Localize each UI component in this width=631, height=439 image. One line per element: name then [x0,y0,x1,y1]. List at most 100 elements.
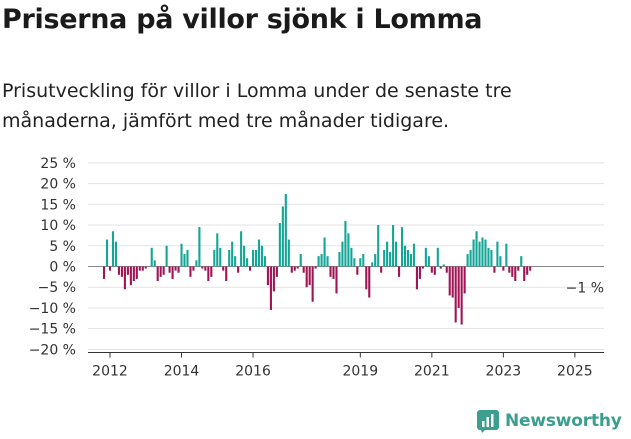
bar [129,266,132,286]
x-tick-label: 2012 [92,364,128,380]
bar [386,241,389,267]
newsworthy-chart-logo-icon [477,410,499,433]
bar [213,249,216,267]
bar [308,266,311,286]
bar [192,266,195,271]
bar [105,239,109,267]
y-tick-label: −15 % [29,322,76,338]
bar [204,266,207,271]
bar [448,266,451,296]
bar [406,249,410,267]
bar [499,256,502,267]
bar [389,251,392,267]
bar [222,266,225,271]
bar [442,264,445,267]
bar [400,227,404,267]
bar [284,193,287,267]
bar [296,266,299,269]
bar [299,254,302,267]
bar [415,266,418,290]
bar [511,266,514,277]
bar [439,266,442,269]
bar [493,266,496,273]
bar [180,243,183,267]
bar [132,266,135,282]
bar [219,247,222,267]
bar [162,266,165,275]
bar [466,254,469,267]
x-tick-label: 2023 [486,364,522,380]
last-value-annotation: −1 % [566,281,604,297]
bar [490,249,493,267]
bar [126,266,129,275]
bar [418,266,421,279]
bar [311,266,314,302]
bar [383,249,386,267]
bar [102,266,106,279]
x-axis: 2012 2014 2016 2019 2021 2023 2025 [88,352,604,380]
bar [171,266,174,279]
bar [314,266,317,269]
bar [529,266,532,271]
chart-subtitle: Prisutveckling för villor i Lomma under … [2,80,512,132]
bar [183,254,186,267]
bar [323,237,326,267]
chart-title: Priserna på villor sjönk i Lomma [2,4,483,35]
bar [240,231,243,267]
bar [496,241,499,267]
bar [302,266,305,273]
bar [257,239,261,267]
bar [457,266,460,308]
bar [168,266,171,273]
bar [153,260,156,267]
bar [278,222,281,267]
bar [338,251,341,267]
bar [210,266,213,277]
bar [329,266,332,277]
bar [293,266,296,271]
y-tick-label: 20 % [40,177,76,193]
bar [460,266,463,325]
bar [320,254,323,267]
bar [207,266,210,282]
bar [281,206,284,267]
brand-logo: Newsworthy [476,409,622,433]
bar [359,258,362,267]
bar [472,239,475,267]
bar [353,258,356,267]
bar [517,266,520,271]
bar [403,245,407,267]
bar [341,241,344,267]
bar [454,266,457,323]
bar [526,266,529,275]
bar [198,227,201,267]
bar [398,266,401,277]
y-tick-label: 0 % [49,260,76,276]
y-tick-label: −20 % [29,342,76,358]
bar [344,220,347,267]
bar [165,245,168,267]
bar [287,239,290,267]
y-tick-label: 25 % [40,156,76,172]
bar [114,241,118,267]
bar [305,266,308,288]
bar [445,266,448,273]
bar [177,266,180,273]
bar [254,249,258,267]
bar [123,266,126,290]
bar [502,266,505,271]
bar [174,266,177,271]
bar [272,266,275,292]
bar [117,266,120,275]
bar [380,266,383,273]
bar [424,247,427,267]
bar [508,266,511,273]
bar [216,233,219,267]
brand-name: Newsworthy [505,411,622,431]
bar [484,239,487,267]
bar [138,266,141,271]
bar [234,256,237,267]
bar [392,225,395,267]
bar [260,245,264,267]
bar [231,241,234,267]
